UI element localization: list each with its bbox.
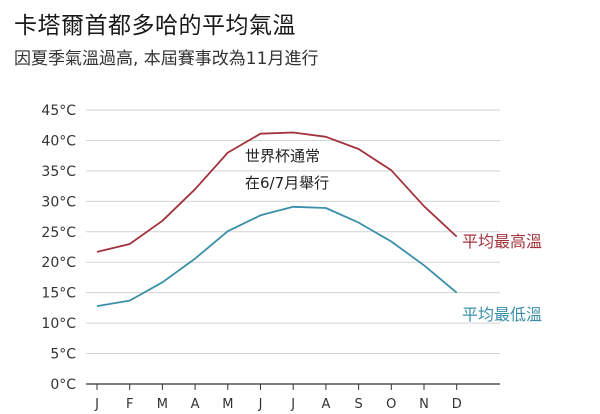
series-line-high [96, 131, 458, 253]
annotation-text: 世界杯通常 [245, 147, 320, 165]
y-tick-label: 0°C [50, 377, 76, 393]
x-tick-label: J [258, 397, 263, 412]
x-tick-label: M [222, 397, 233, 412]
x-tick-label: A [321, 397, 330, 412]
y-tick-label: 40°C [41, 133, 76, 149]
series-layer [96, 131, 458, 307]
y-axis-ticks: 0°C 5°C 10°C 15°C 20°C 25°C 30°C 35°C 40°C 45°C [41, 103, 76, 393]
y-tick-label: 45°C [41, 103, 76, 119]
y-tick-label: 5°C [50, 347, 76, 363]
y-tick-label: 10°C [41, 316, 76, 332]
y-tick-label: 15°C [41, 286, 76, 302]
y-tick-label: 35°C [41, 164, 76, 180]
x-tick-label: J [290, 397, 295, 412]
x-tick-label: J [94, 397, 99, 412]
annotation-text: 在6/7月舉行 [245, 174, 329, 192]
x-tick-label: F [126, 397, 133, 412]
series-label-high: 平均最高溫 [462, 232, 542, 251]
x-tick-label: N [419, 397, 429, 412]
series-label-low: 平均最低溫 [462, 305, 542, 324]
y-tick-label: 30°C [41, 194, 76, 210]
y-tick-label: 25°C [41, 225, 76, 241]
x-tick-label: M [157, 397, 168, 412]
x-tick-label: S [354, 397, 362, 412]
chart-title: 卡塔爾首都多哈的平均氣溫 [14, 13, 296, 39]
x-tick-label: A [191, 397, 200, 412]
series-line-low [96, 205, 458, 307]
x-tick-label: O [386, 397, 396, 412]
x-tick-label: D [452, 397, 462, 412]
y-tick-label: 20°C [41, 255, 76, 271]
chart-subtitle: 因夏季氣溫過高, 本屆賽事改為11月進行 [14, 49, 319, 69]
